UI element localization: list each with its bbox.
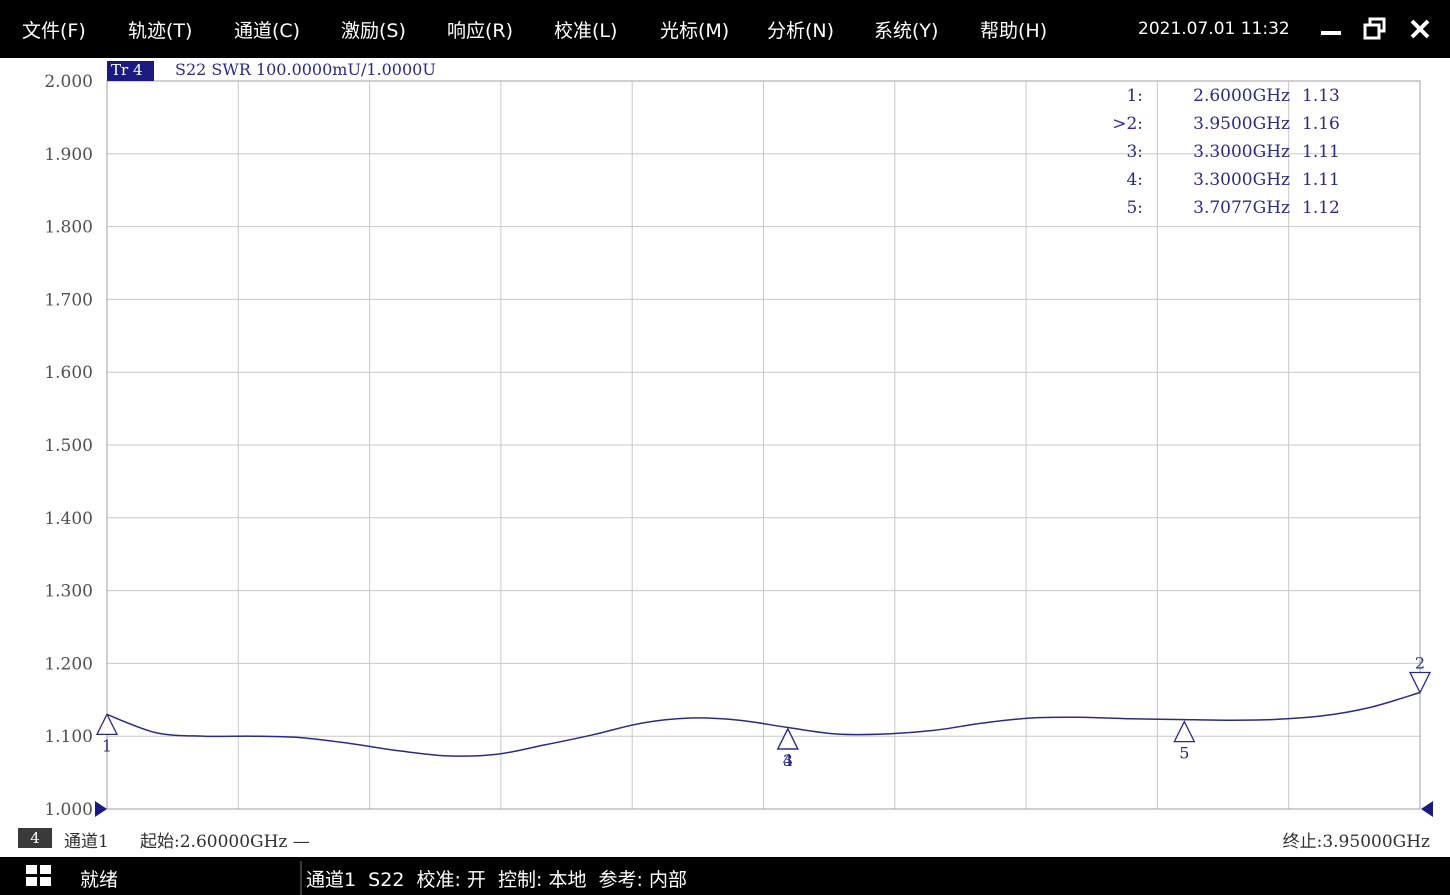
marker-readout-value: 1.12 xyxy=(1302,198,1340,218)
channel-status-line: 4 通道1 起始:2.60000GHz — 终止:3.95000GHz xyxy=(0,824,1450,854)
marker-triangle xyxy=(1408,671,1432,694)
y-axis-ticks: 2.000 1.900 1.800 1.700 1.600 1.500 1.400 1.300… xyxy=(44,72,93,820)
marker-triangle xyxy=(1173,720,1196,743)
marker-number: 1 xyxy=(102,736,112,755)
marker-readout-value: 1.16 xyxy=(1302,114,1340,134)
y-tick-label: 1.700 xyxy=(44,290,93,310)
status-bar: 就绪 通道1 S22 校准: 开 控制: 本地 参考: 内部 xyxy=(0,857,1450,895)
menu-calibration[interactable]: 校准(L) xyxy=(554,20,618,42)
stop-frequency[interactable]: 终止:3.95000GHz xyxy=(1282,832,1430,852)
marker-1: 1 xyxy=(95,712,119,755)
marker-readout-value: 1.11 xyxy=(1302,142,1340,162)
y-tick-label: 2.000 xyxy=(44,72,93,92)
y-tick-label: 1.300 xyxy=(44,582,93,602)
marker-readout-value: 1.13 xyxy=(1302,86,1340,106)
marker-readout-label: 3: xyxy=(1126,142,1143,162)
reference-left-arrow-icon xyxy=(95,801,107,817)
close-icon[interactable] xyxy=(1406,14,1436,44)
menu-channel[interactable]: 通道(C) xyxy=(234,20,301,42)
marker-number: 5 xyxy=(1179,744,1189,763)
marker-2: 2 xyxy=(1408,654,1432,694)
marker-readout-label: 1: xyxy=(1126,86,1143,106)
restore-icon[interactable] xyxy=(1361,14,1391,44)
marker-readout-frequency: 3.7077GHz xyxy=(1193,198,1290,218)
ready-status: 就绪 xyxy=(80,869,119,891)
trace-line xyxy=(106,691,1421,757)
menu-system[interactable]: 系统(Y) xyxy=(874,20,939,42)
marker-number: 2 xyxy=(1415,654,1425,673)
y-tick-label: 1.600 xyxy=(44,363,93,383)
marker-readout-label: 4: xyxy=(1126,170,1143,190)
y-tick-label: 1.900 xyxy=(44,145,93,165)
y-tick-label: 1.800 xyxy=(44,218,93,238)
y-tick-label: 1.200 xyxy=(44,654,93,674)
marker-readout-frequency: 3.3000GHz xyxy=(1193,142,1290,162)
swr-plot: 2.000 1.900 1.800 1.700 1.600 1.500 1.400 1.300… xyxy=(44,60,1433,820)
marker-symbols: 1 2 34 5 xyxy=(95,654,1432,770)
menu-bar: 文件(F) 轨迹(T) 通道(C) 激励(S) 响应(R) 校准(L) 光标(M… xyxy=(0,0,1450,58)
marker-readout-label: >2: xyxy=(1112,114,1143,134)
y-tick-label: 1.000 xyxy=(44,800,93,820)
marker-readout-label: 5: xyxy=(1126,198,1143,218)
trace-tag-bg xyxy=(107,61,154,81)
clock: 2021.07.01 11:32 xyxy=(1138,19,1290,39)
channel-badge[interactable]: 4 xyxy=(18,828,52,848)
marker-table: 1: 2.6000GHz 1.13 >2: 3.9500GHz 1.16 3: 3.3000G… xyxy=(1112,86,1340,218)
menu-trace[interactable]: 轨迹(T) xyxy=(128,20,193,42)
channel-name: 通道1 xyxy=(64,832,109,852)
menu-stimulus[interactable]: 激励(S) xyxy=(341,20,406,42)
marker-readout-frequency: 3.3000GHz xyxy=(1193,170,1290,190)
menu-help[interactable]: 帮助(H) xyxy=(980,20,1048,42)
marker-number: 4 xyxy=(783,751,793,770)
menu-analysis[interactable]: 分析(N) xyxy=(767,20,835,42)
marker-readout-frequency: 3.9500GHz xyxy=(1193,114,1290,134)
instrument-status: 通道1 S22 校准: 开 控制: 本地 参考: 内部 xyxy=(306,869,687,891)
marker-number: 3 xyxy=(783,751,793,770)
plot-grid xyxy=(106,80,1421,810)
menu-marker[interactable]: 光标(M) xyxy=(660,20,730,42)
reference-right-arrow-icon xyxy=(1421,801,1433,817)
start-frequency[interactable]: 起始:2.60000GHz — xyxy=(140,832,310,852)
plot-frame xyxy=(106,80,1421,810)
windows-grid-icon[interactable] xyxy=(26,865,52,887)
marker-readout-value: 1.11 xyxy=(1302,170,1340,190)
menu-file[interactable]: 文件(F) xyxy=(22,20,86,42)
status-divider xyxy=(300,861,302,895)
minimize-icon[interactable] xyxy=(1316,14,1346,44)
marker-4: 4 xyxy=(776,727,799,770)
marker-triangle xyxy=(95,712,119,736)
trace-tag[interactable]: Tr 4 xyxy=(111,61,143,79)
marker-5: 5 xyxy=(1173,720,1196,763)
y-tick-label: 1.100 xyxy=(44,727,93,747)
marker-readout-frequency: 2.6000GHz xyxy=(1193,86,1290,106)
marker-triangle xyxy=(776,727,799,750)
trace-info: S22 SWR 100.0000mU/1.0000U xyxy=(175,60,436,79)
y-tick-label: 1.500 xyxy=(44,436,93,456)
menu-response[interactable]: 响应(R) xyxy=(447,20,514,42)
y-tick-label: 1.400 xyxy=(44,509,93,529)
